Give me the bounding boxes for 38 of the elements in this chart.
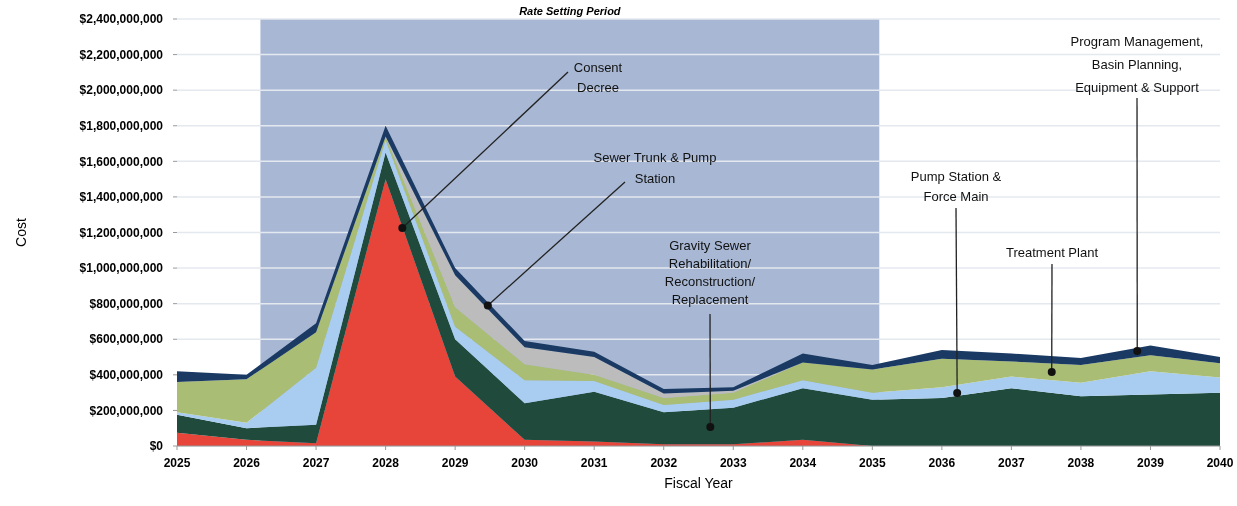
y-tick-label: $1,200,000,000	[79, 225, 164, 240]
x-tick-label: 2028	[372, 456, 400, 470]
band-label: Rate Setting Period	[519, 5, 621, 17]
x-tick-label: 2035	[858, 456, 886, 470]
y-tick-label: $1,800,000,000	[79, 118, 164, 133]
x-axis-title: Fiscal Year	[664, 475, 734, 491]
x-tick-label: 2032	[650, 456, 678, 470]
x-tick-label: 2025	[163, 456, 191, 470]
x-tick-label: 2038	[1067, 456, 1095, 470]
y-axis-title: Cost	[13, 218, 29, 247]
x-tick-label: 2027	[302, 456, 330, 470]
x-tick-label: 2033	[719, 456, 747, 470]
y-tick-label: $2,200,000,000	[79, 47, 164, 62]
annotation: Program Management, Basin Planning, Equipment & Support	[1070, 34, 1204, 95]
y-tick-label: $1,400,000,000	[79, 190, 164, 205]
y-tick-label: $1,600,000,000	[79, 154, 164, 169]
y-tick-label: $2,000,000,000	[79, 83, 164, 98]
y-tick-label: $600,000,000	[89, 332, 164, 347]
x-tick-label: 2029	[441, 456, 469, 470]
y-tick-label: $0	[149, 439, 164, 454]
y-tick-label: $2,400,000,000	[79, 12, 164, 27]
annotation: Pump Station & Force Main	[910, 169, 1002, 204]
annotation: Gravity Sewer Rehabilitation/ Reconstruction/ Replacement	[664, 238, 756, 307]
y-tick-label: $1,000,000,000	[79, 261, 164, 276]
x-tick-label: 2031	[580, 456, 608, 470]
y-tick-label: $200,000,000	[89, 403, 164, 418]
x-tick-label: 2040	[1206, 456, 1234, 470]
x-tick-label: 2026	[233, 456, 261, 470]
x-tick-label: 2037	[998, 456, 1026, 470]
annotation: Treatment Plant	[1005, 245, 1099, 260]
x-tick-label: 2039	[1137, 456, 1165, 470]
x-tick-label: 2036	[928, 456, 956, 470]
annotation: Consent Decree	[573, 60, 623, 95]
x-tick-label: 2034	[789, 456, 817, 470]
y-tick-label: $400,000,000	[89, 368, 164, 383]
annotation: Sewer Trunk & Pump Station	[593, 150, 717, 186]
y-tick-label: $800,000,000	[89, 296, 164, 311]
x-tick-label: 2030	[511, 456, 539, 470]
